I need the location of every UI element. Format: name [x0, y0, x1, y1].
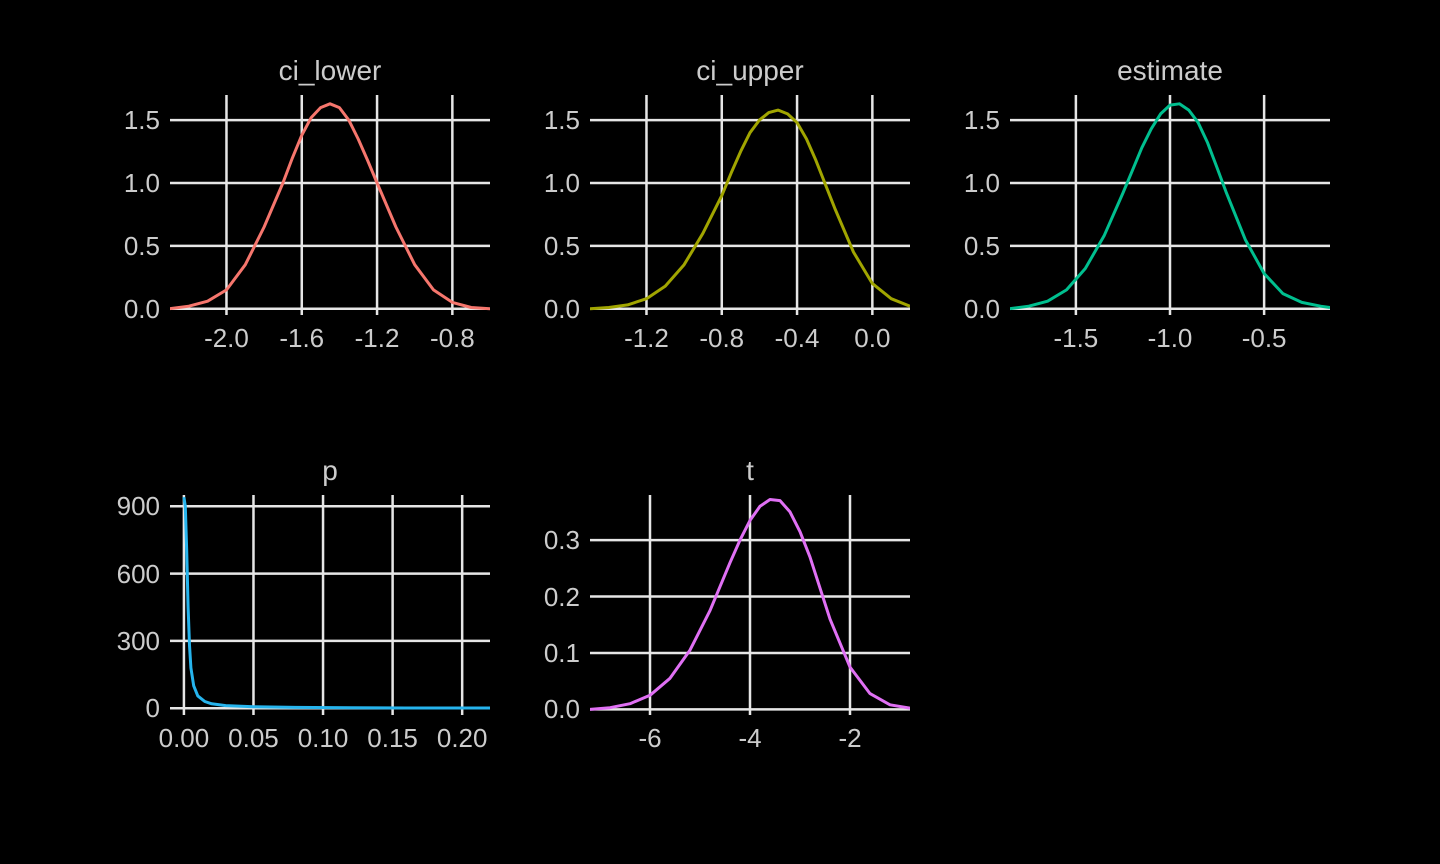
xtick-label: -4 — [705, 723, 795, 754]
ytick-label: 0.3 — [500, 525, 580, 556]
panel-t: t-6-4-20.00.10.20.3 — [590, 495, 910, 715]
ytick-label: 0 — [80, 693, 160, 724]
xtick-label: -1.0 — [1125, 323, 1215, 354]
ytick-label: 1.5 — [500, 105, 580, 136]
ytick-label: 1.0 — [80, 168, 160, 199]
panel-title: ci_lower — [170, 55, 490, 87]
ytick-label: 1.0 — [500, 168, 580, 199]
panel-title: estimate — [1010, 55, 1330, 87]
panel-p: p0.000.050.100.150.200300600900 — [170, 495, 490, 715]
panel-ci_lower: ci_lower-2.0-1.6-1.2-0.80.00.51.01.5 — [170, 95, 490, 315]
xtick-label: -0.5 — [1219, 323, 1309, 354]
plot-area — [590, 95, 910, 315]
panel-estimate: estimate-1.5-1.0-0.50.00.51.01.5 — [1010, 95, 1330, 315]
ytick-label: 1.0 — [920, 168, 1000, 199]
ytick-label: 600 — [80, 559, 160, 590]
plot-area — [170, 95, 490, 315]
xtick-label: 0.20 — [417, 723, 507, 754]
ytick-label: 0.5 — [920, 231, 1000, 262]
ytick-label: 0.1 — [500, 638, 580, 669]
density-line — [184, 497, 490, 708]
xtick-label: -0.8 — [407, 323, 497, 354]
ytick-label: 0.0 — [920, 294, 1000, 325]
panel-ci_upper: ci_upper-1.2-0.8-0.40.00.00.51.01.5 — [590, 95, 910, 315]
xtick-label: -6 — [605, 723, 695, 754]
density-line — [170, 104, 490, 309]
plot-area — [590, 495, 910, 715]
ytick-label: 0.0 — [500, 694, 580, 725]
ytick-label: 0.0 — [80, 294, 160, 325]
ytick-label: 0.0 — [500, 294, 580, 325]
panel-title: p — [170, 455, 490, 487]
ytick-label: 0.2 — [500, 582, 580, 613]
ytick-label: 0.5 — [500, 231, 580, 262]
density-line — [590, 110, 910, 309]
xtick-label: 0.0 — [827, 323, 917, 354]
panel-title: ci_upper — [590, 55, 910, 87]
ytick-label: 1.5 — [80, 105, 160, 136]
xtick-label: -1.5 — [1031, 323, 1121, 354]
panel-title: t — [590, 455, 910, 487]
ytick-label: 300 — [80, 626, 160, 657]
ytick-label: 900 — [80, 491, 160, 522]
ytick-label: 1.5 — [920, 105, 1000, 136]
plot-area — [170, 495, 490, 715]
plot-area — [1010, 95, 1330, 315]
xtick-label: -2 — [805, 723, 895, 754]
ytick-label: 0.5 — [80, 231, 160, 262]
